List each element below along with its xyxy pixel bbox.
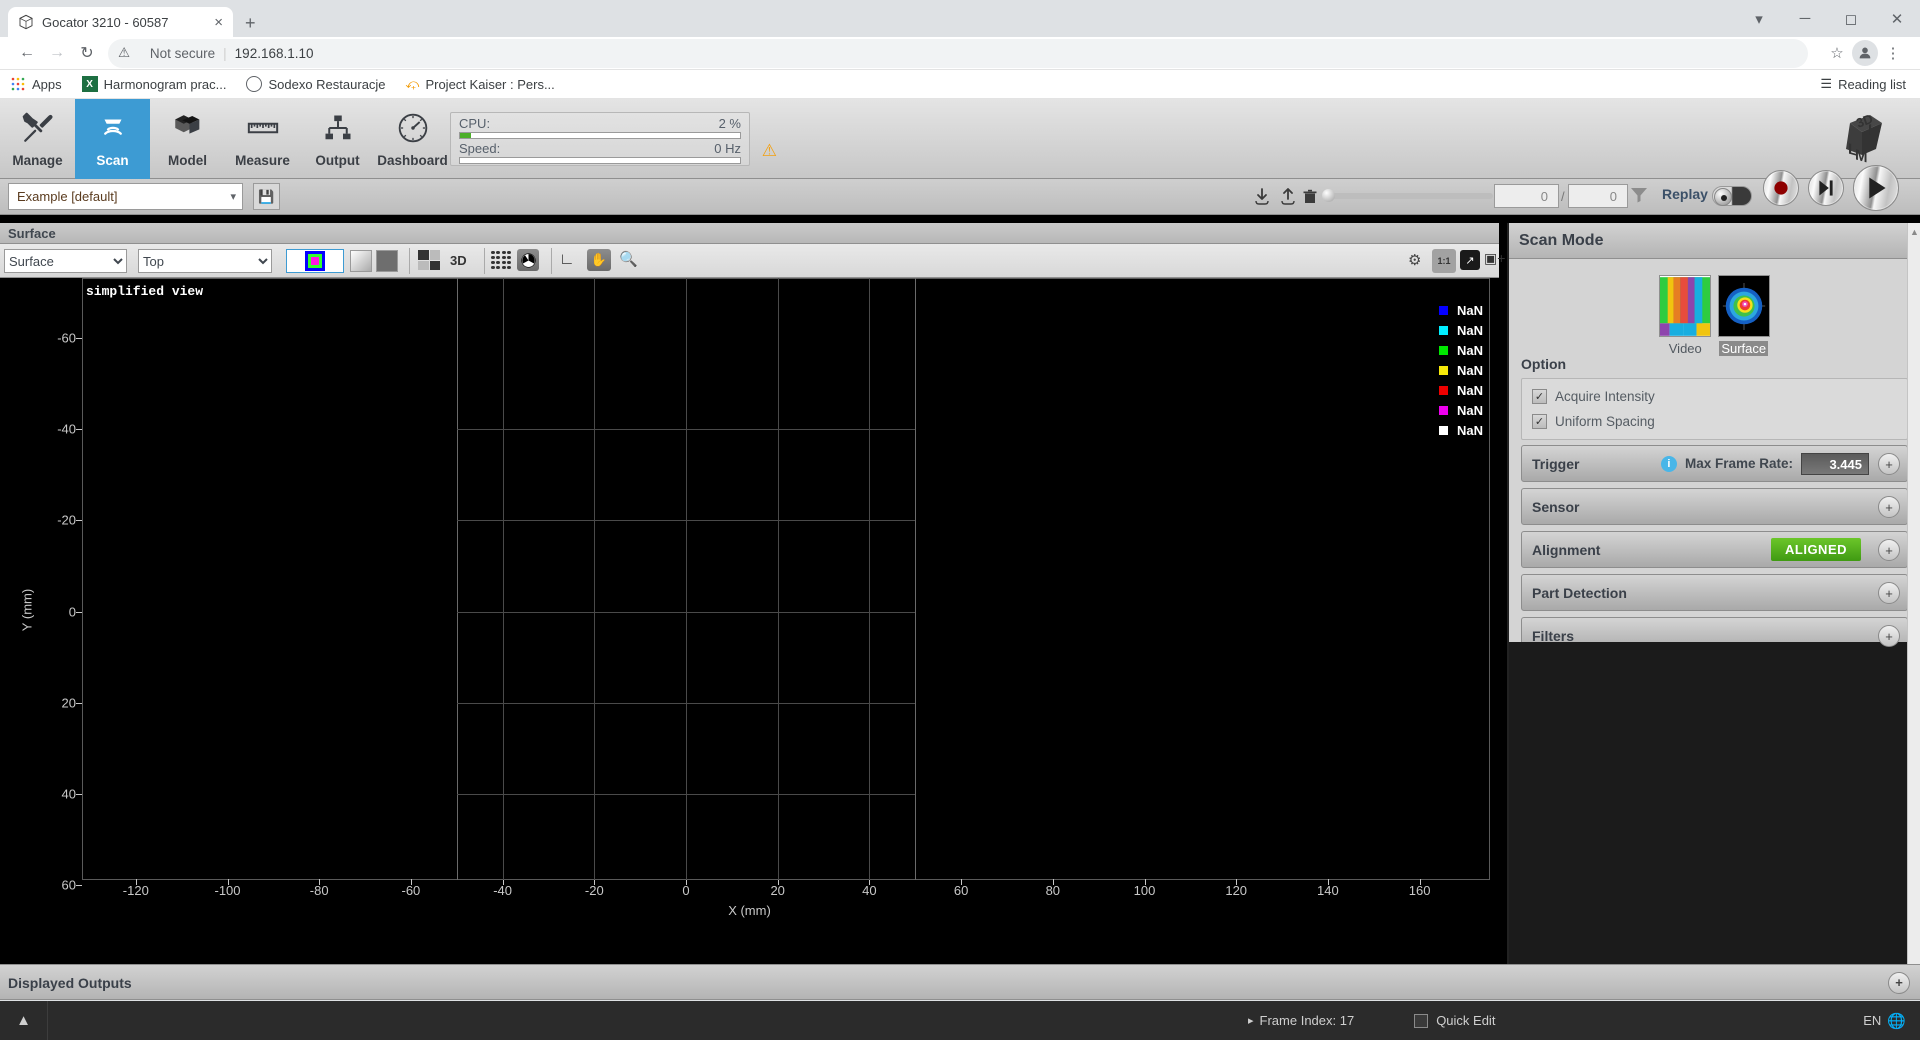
svg-text:I: I: [1868, 121, 1872, 139]
svg-text:M: M: [1855, 147, 1867, 167]
